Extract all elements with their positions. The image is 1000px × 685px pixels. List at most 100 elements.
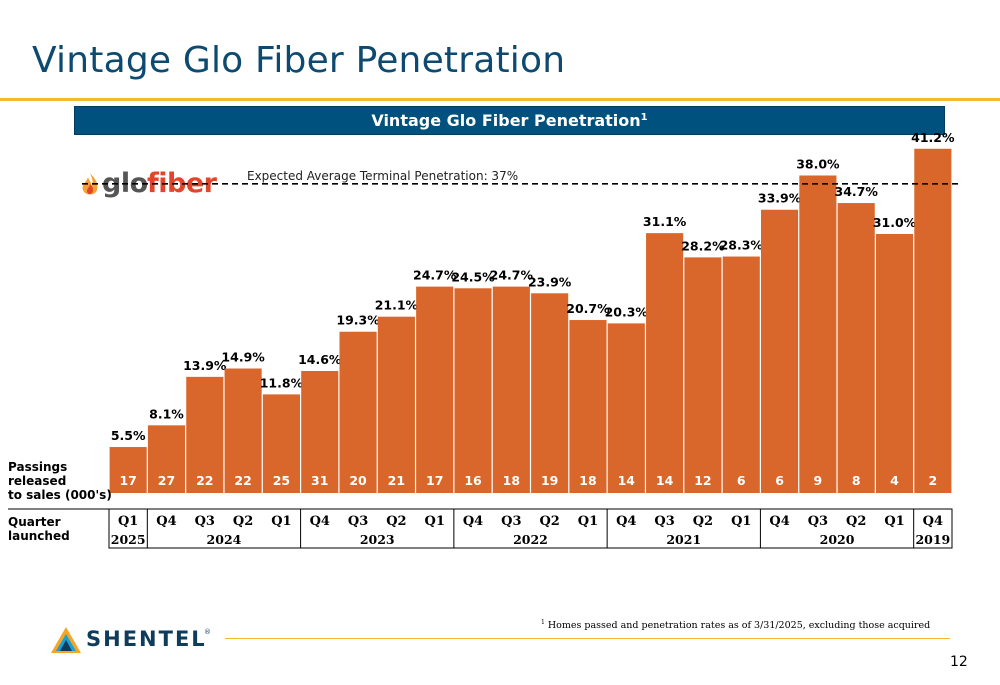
bar bbox=[761, 209, 799, 493]
passings-label: 18 bbox=[579, 473, 596, 488]
bar bbox=[109, 447, 147, 493]
data-label: 31.1% bbox=[643, 214, 687, 229]
passings-label: 21 bbox=[388, 473, 405, 488]
footnote-mark: 1 bbox=[541, 619, 545, 626]
quarter-tick-label: Q4 bbox=[616, 514, 636, 529]
bar bbox=[262, 394, 300, 493]
data-label: 38.0% bbox=[796, 156, 840, 171]
bar bbox=[799, 175, 837, 493]
bar bbox=[186, 376, 224, 493]
passings-label: 17 bbox=[426, 473, 443, 488]
bar bbox=[837, 203, 875, 493]
passings-label: 6 bbox=[775, 473, 784, 488]
passings-label: 14 bbox=[656, 473, 674, 488]
shentel-logo: SHENTEL ® bbox=[50, 624, 220, 656]
passings-row-label-line: released bbox=[8, 474, 67, 488]
chart-banner: Vintage Glo Fiber Penetration1 bbox=[74, 106, 945, 135]
year-tick-label: 2020 bbox=[820, 532, 855, 547]
year-tick-label: 2024 bbox=[207, 532, 242, 547]
data-label: 41.2% bbox=[911, 130, 955, 145]
quarter-tick-label: Q2 bbox=[386, 514, 406, 529]
bar bbox=[722, 256, 760, 493]
shentel-logo-word: SHENTEL bbox=[86, 627, 207, 651]
bar bbox=[377, 316, 415, 493]
data-label: 28.2% bbox=[681, 238, 725, 253]
quarter-tick-label: Q3 bbox=[654, 514, 674, 529]
title-rule bbox=[0, 98, 1000, 101]
quarter-tick-label: Q3 bbox=[501, 514, 521, 529]
quarter-tick-label: Q4 bbox=[923, 514, 943, 529]
chart-banner-title: Vintage Glo Fiber Penetration bbox=[371, 111, 641, 130]
penetration-chart: 5.5% 17 8.1% 27 13.9% 22 14.9% 22 11.8% 25 14.6% 31… bbox=[8, 130, 960, 549]
data-label: 13.9% bbox=[183, 358, 227, 373]
passings-row-label: Passings released to sales (000's) bbox=[8, 460, 112, 502]
year-tick-label: 2019 bbox=[915, 532, 950, 547]
data-label: 31.0% bbox=[873, 215, 917, 230]
data-label: 28.3% bbox=[720, 238, 764, 253]
bar bbox=[339, 331, 377, 493]
quarter-tick-label: Q1 bbox=[731, 514, 751, 529]
passings-label: 8 bbox=[852, 473, 861, 488]
passings-label: 25 bbox=[273, 473, 290, 488]
quarter-tick-label: Q3 bbox=[808, 514, 828, 529]
chart-banner-footnote-mark: 1 bbox=[640, 112, 648, 123]
quarter-tick-label: Q1 bbox=[884, 514, 904, 529]
passings-label: 9 bbox=[814, 473, 823, 488]
passings-row-label-line: Passings bbox=[8, 460, 68, 474]
year-tick-label: 2022 bbox=[513, 532, 548, 547]
bar bbox=[875, 233, 914, 493]
quarter-row-label: Quarter launched bbox=[8, 515, 70, 543]
passings-label: 12 bbox=[694, 473, 711, 488]
bar bbox=[914, 148, 952, 494]
quarter-tick-label: Q3 bbox=[195, 514, 215, 529]
data-label: 14.6% bbox=[298, 352, 342, 367]
data-label: 14.9% bbox=[221, 350, 265, 365]
quarter-tick-label: Q2 bbox=[693, 514, 713, 529]
data-label: 24.5% bbox=[451, 269, 495, 284]
year-tick-label: 2021 bbox=[666, 532, 701, 547]
flame-icon bbox=[82, 173, 98, 195]
data-label: 5.5% bbox=[111, 428, 146, 443]
passings-label: 31 bbox=[311, 473, 328, 488]
quarter-tick-label: Q4 bbox=[310, 514, 330, 529]
data-label: 11.8% bbox=[260, 375, 304, 390]
year-tick-label: 2025 bbox=[111, 532, 146, 547]
passings-label: 4 bbox=[890, 473, 899, 488]
data-label: 8.1% bbox=[149, 406, 184, 421]
page-number: 12 bbox=[950, 654, 968, 670]
passings-label: 2 bbox=[928, 473, 937, 488]
data-label: 24.7% bbox=[413, 268, 457, 283]
passings-label: 18 bbox=[503, 473, 520, 488]
data-label: 20.3% bbox=[605, 304, 649, 319]
quarter-tick-label: Q1 bbox=[578, 514, 598, 529]
bar bbox=[492, 286, 530, 493]
footer-rule bbox=[225, 638, 950, 639]
passings-row-label-line: to sales (000's) bbox=[8, 488, 112, 502]
year-tick-label: 2023 bbox=[360, 532, 395, 547]
passings-label: 19 bbox=[541, 473, 558, 488]
bar bbox=[454, 288, 492, 493]
bar bbox=[416, 286, 454, 493]
bar bbox=[607, 323, 645, 493]
quarter-tick-label: Q4 bbox=[156, 514, 176, 529]
quarter-tick-label: Q4 bbox=[769, 514, 789, 529]
bar bbox=[684, 257, 722, 493]
data-label: 21.1% bbox=[375, 298, 419, 313]
quarter-tick-label: Q2 bbox=[846, 514, 866, 529]
data-label: 33.9% bbox=[758, 191, 802, 206]
footnote-text: Homes passed and penetration rates as of… bbox=[547, 620, 931, 632]
bar bbox=[301, 371, 339, 493]
data-label: 19.3% bbox=[336, 313, 380, 328]
quarter-tick-label: Q1 bbox=[271, 514, 291, 529]
bar bbox=[569, 320, 607, 493]
quarter-tick-label: Q2 bbox=[233, 514, 253, 529]
bar bbox=[531, 293, 569, 493]
quarter-row-label-line: Quarter bbox=[8, 515, 61, 529]
quarter-table-border bbox=[108, 508, 953, 549]
bar bbox=[224, 368, 262, 493]
passings-label: 17 bbox=[119, 473, 136, 488]
quarter-tick-label: Q2 bbox=[539, 514, 559, 529]
passings-label: 20 bbox=[349, 473, 367, 488]
passings-label: 14 bbox=[618, 473, 636, 488]
bar bbox=[646, 233, 684, 494]
